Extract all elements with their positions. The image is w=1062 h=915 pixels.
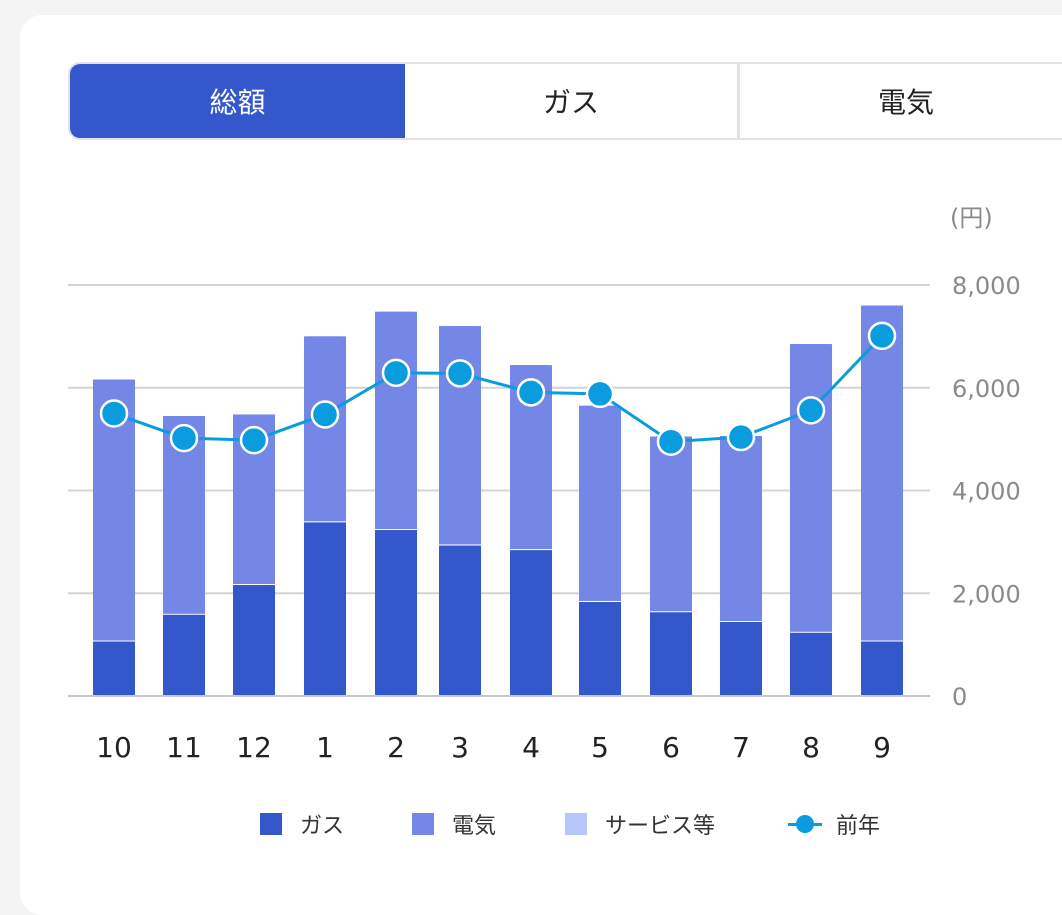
x-tick-label: 8 bbox=[802, 731, 820, 764]
x-tick-label: 3 bbox=[451, 731, 469, 764]
tab-total[interactable]: 総額 bbox=[70, 64, 405, 138]
bar-electricity bbox=[579, 405, 621, 601]
tab-electricity[interactable]: 電気 bbox=[740, 64, 1062, 138]
legend-swatch-services bbox=[565, 813, 587, 835]
bar-electricity bbox=[304, 336, 346, 522]
previous-year-point bbox=[310, 400, 340, 429]
y-tick-label: 2,000 bbox=[952, 580, 1021, 608]
bar-gas bbox=[163, 613, 205, 696]
bar-gas bbox=[579, 600, 621, 696]
y-axis-unit-label: (円) bbox=[950, 204, 993, 232]
bar-top-cap bbox=[233, 414, 275, 425]
bar-gas bbox=[650, 611, 692, 696]
bar-gas bbox=[510, 549, 552, 696]
bar-top-cap bbox=[510, 365, 552, 376]
bar-top-cap bbox=[861, 305, 903, 316]
bar-electricity bbox=[650, 436, 692, 612]
bar-top-cap bbox=[579, 405, 621, 416]
bar-top-cap bbox=[93, 379, 135, 390]
bar-gas bbox=[375, 529, 417, 696]
tab-gas[interactable]: ガス bbox=[405, 64, 740, 138]
x-tick-label: 11 bbox=[166, 731, 202, 764]
legend-marker-previous-year bbox=[788, 813, 822, 835]
bar-gas bbox=[233, 584, 275, 696]
legend: ガス 電気 サービス等 前年 bbox=[0, 808, 1062, 848]
bar-top-cap bbox=[439, 326, 481, 337]
bar-top-cap bbox=[375, 311, 417, 322]
previous-year-point bbox=[381, 358, 411, 388]
bar-electricity bbox=[439, 326, 481, 545]
previous-year-line bbox=[113, 334, 884, 444]
x-tick-label: 12 bbox=[236, 731, 272, 764]
x-tick-label: 9 bbox=[873, 731, 891, 764]
legend-label-gas: ガス bbox=[300, 814, 345, 839]
bar-top-cap bbox=[304, 336, 346, 347]
legend-label-electricity: 電気 bbox=[452, 814, 497, 839]
previous-year-point bbox=[99, 399, 129, 428]
previous-year-point bbox=[445, 359, 475, 388]
legend-label-services: サービス等 bbox=[605, 814, 716, 839]
bar-electricity bbox=[790, 344, 832, 632]
previous-year-point bbox=[239, 425, 269, 455]
legend-item-previous-year: 前年 bbox=[788, 808, 880, 840]
bar-gas bbox=[790, 631, 832, 696]
previous-year-point bbox=[726, 422, 756, 452]
bar-gas bbox=[304, 521, 346, 696]
bar-gas bbox=[439, 544, 481, 696]
bar-gas bbox=[861, 640, 903, 696]
y-tick-label: 6,000 bbox=[952, 375, 1021, 403]
previous-year-point bbox=[867, 321, 897, 351]
x-tick-label: 6 bbox=[662, 731, 680, 764]
y-tick-label: 0 bbox=[952, 683, 967, 711]
bar-gas bbox=[720, 620, 762, 696]
legend-item-electricity: 電気 bbox=[412, 808, 496, 840]
y-tick-label: 4,000 bbox=[952, 478, 1021, 506]
legend-swatch-electricity bbox=[412, 813, 434, 835]
x-tick-label: 5 bbox=[591, 731, 609, 764]
legend-swatch-gas bbox=[260, 813, 282, 835]
x-tick-label: 4 bbox=[522, 731, 540, 764]
bar-electricity bbox=[861, 305, 903, 641]
previous-year-point bbox=[169, 423, 199, 453]
previous-year-point bbox=[516, 378, 546, 407]
bar-gas bbox=[93, 640, 135, 696]
bar-top-cap bbox=[790, 344, 832, 355]
x-tick-label: 10 bbox=[96, 731, 132, 764]
legend-item-services: サービス等 bbox=[565, 808, 715, 840]
bar-electricity bbox=[720, 436, 762, 621]
x-tick-label: 1 bbox=[316, 731, 334, 764]
y-tick-label: 8,000 bbox=[952, 272, 1021, 300]
previous-year-point bbox=[796, 396, 826, 425]
bar-top-cap bbox=[163, 416, 205, 427]
x-tick-label: 7 bbox=[732, 731, 750, 764]
x-tick-label: 2 bbox=[387, 731, 405, 764]
legend-label-previous-year: 前年 bbox=[836, 814, 881, 839]
previous-year-point bbox=[585, 379, 615, 409]
legend-item-gas: ガス bbox=[260, 808, 344, 840]
previous-year-point bbox=[656, 427, 686, 456]
tab-bar: 総額 ガス 電気 bbox=[68, 62, 1062, 140]
bar-electricity bbox=[375, 311, 417, 530]
